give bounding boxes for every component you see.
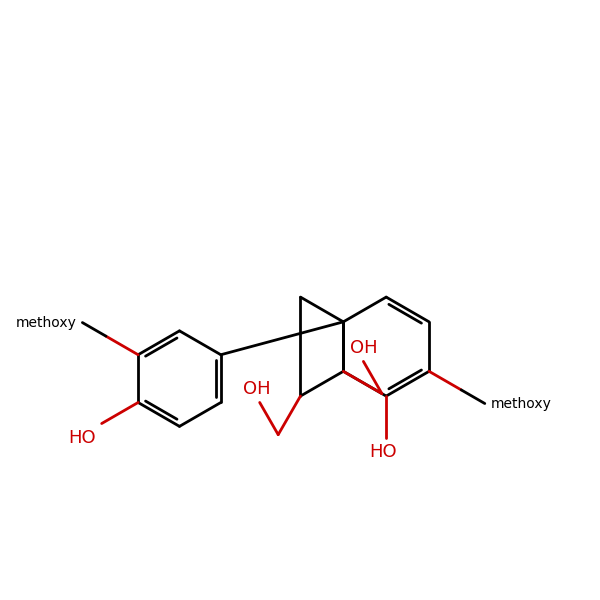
Text: OH: OH xyxy=(350,339,377,357)
Text: OH: OH xyxy=(243,380,271,398)
Text: methoxy: methoxy xyxy=(491,397,551,410)
Text: HO: HO xyxy=(370,443,397,461)
Text: methoxy: methoxy xyxy=(16,316,77,329)
Text: HO: HO xyxy=(68,430,96,448)
